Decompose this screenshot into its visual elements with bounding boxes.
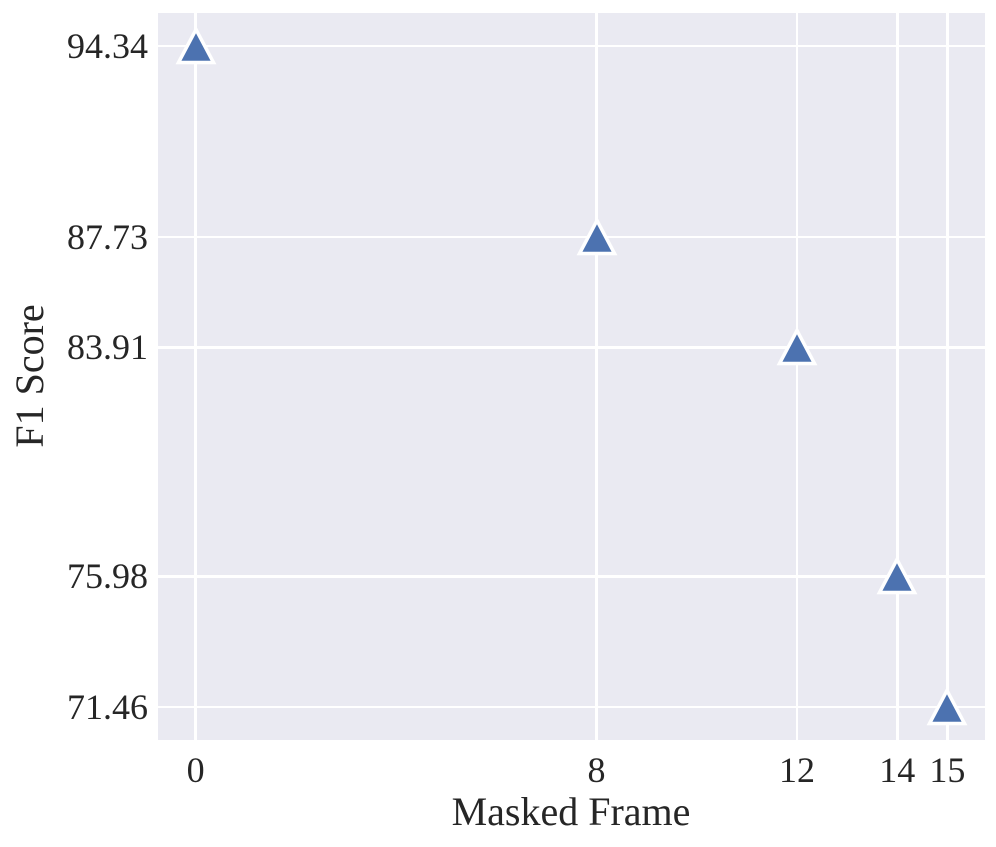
y-tick-label: 75.98 <box>67 556 148 597</box>
x-tick-label: 14 <box>879 750 916 790</box>
y-tick-label: 71.46 <box>67 687 148 728</box>
vertical-gridline <box>795 13 799 740</box>
horizontal-gridline <box>158 575 985 578</box>
plot-area <box>158 13 985 740</box>
x-tick-label: 8 <box>587 750 606 790</box>
horizontal-gridline <box>158 346 985 349</box>
vertical-gridline <box>896 13 899 740</box>
x-tick-label: 15 <box>929 750 966 790</box>
y-tick-label: 94.34 <box>67 25 148 66</box>
vertical-gridline <box>194 13 197 740</box>
y-axis-label: F1 Score <box>7 304 52 448</box>
vertical-gridline <box>946 13 949 740</box>
x-tick-label: 12 <box>779 750 816 790</box>
horizontal-gridline <box>158 705 985 709</box>
x-tick-label: 0 <box>186 750 205 790</box>
vertical-gridline <box>595 13 598 740</box>
x-axis-label: Masked Frame <box>451 789 691 834</box>
horizontal-gridline <box>158 235 985 239</box>
y-tick-label: 83.91 <box>67 327 148 368</box>
y-tick-label: 87.73 <box>67 216 148 257</box>
horizontal-gridline <box>158 44 985 48</box>
